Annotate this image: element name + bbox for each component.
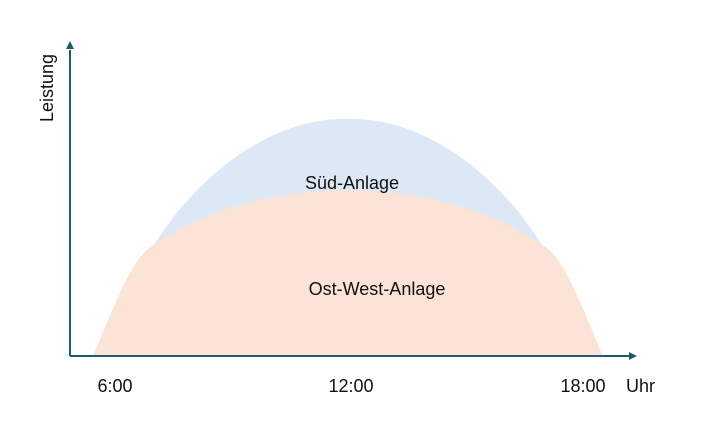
y-axis-arrowhead [66,41,74,49]
x-tick-label: 12:00 [328,376,373,396]
x-axis-label: Uhr [626,376,655,396]
sued-anlage-label: Süd-Anlage [305,173,399,193]
x-tick-label: 6:00 [97,376,132,396]
y-axis-label: Leistung [37,54,57,122]
x-axis-arrowhead [629,352,637,360]
x-tick-labels: 6:00 12:00 18:00 [97,376,605,396]
ost-west-anlage-area [93,190,603,356]
ost-west-anlage-label: Ost-West-Anlage [309,279,446,299]
x-tick-label: 18:00 [560,376,605,396]
